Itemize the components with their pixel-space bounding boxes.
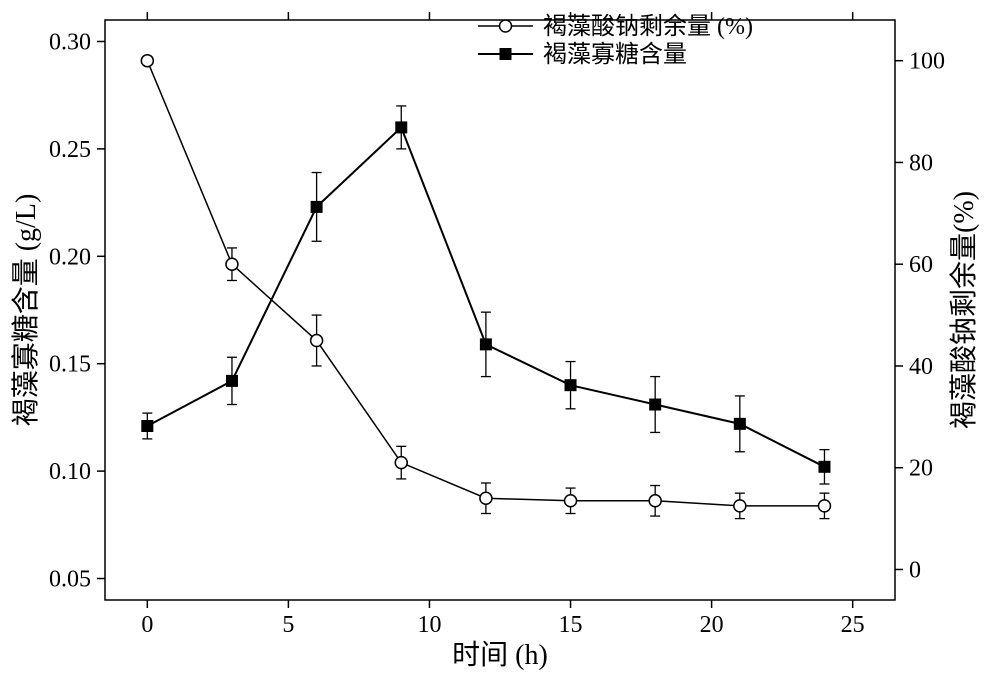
legend-label: 褐藻寡糖含量 xyxy=(543,41,687,68)
x-tick-label: 0 xyxy=(141,612,153,638)
y-right-tick-label: 100 xyxy=(909,49,945,75)
marker-square xyxy=(500,48,512,60)
x-axis-label: 时间 (h) xyxy=(452,639,548,671)
y-right-tick-label: 20 xyxy=(909,456,933,482)
x-tick-label: 15 xyxy=(559,612,583,638)
marker-circle xyxy=(649,495,661,507)
marker-square xyxy=(818,461,830,473)
y-left-tick-label: 0.20 xyxy=(49,244,91,270)
y-left-tick-label: 0.30 xyxy=(49,29,91,55)
y-right-tick-label: 40 xyxy=(909,354,933,380)
marker-square xyxy=(311,201,323,213)
marker-square xyxy=(395,121,407,133)
y-left-axis-label: 褐藻寡糖含量 (g/L) xyxy=(10,194,42,427)
marker-circle xyxy=(818,500,830,512)
series-line-sodium_alginate xyxy=(147,61,824,506)
plot-frame xyxy=(105,20,895,600)
y-right-tick-label: 60 xyxy=(909,252,933,278)
y-right-tick-label: 0 xyxy=(909,557,921,583)
y-left-tick-label: 0.05 xyxy=(49,567,91,593)
marker-circle xyxy=(395,457,407,469)
y-right-axis-label: 褐藻酸钠剩余量(%) xyxy=(948,191,980,429)
marker-square xyxy=(141,420,153,432)
marker-circle xyxy=(226,258,238,270)
marker-square xyxy=(480,338,492,350)
marker-circle xyxy=(500,20,512,32)
chart-container: 0 5 10 15 20 25 时间 (h) 0.05 0.10 0.15 0.20 0.25 0.30… xyxy=(0,0,1000,685)
x-tick-label: 10 xyxy=(417,612,441,638)
marker-square xyxy=(649,399,661,411)
marker-square xyxy=(734,418,746,430)
y-left-tick-label: 0.10 xyxy=(49,459,91,485)
y-right-tick-label: 80 xyxy=(909,150,933,176)
chart-svg: 0 5 10 15 20 25 时间 (h) 0.05 0.10 0.15 0.20 0.25 0.30… xyxy=(0,0,1000,685)
marker-circle xyxy=(734,500,746,512)
series-line-oligosaccharide xyxy=(147,127,824,466)
marker-square xyxy=(565,379,577,391)
marker-circle xyxy=(480,492,492,504)
x-tick-label: 25 xyxy=(841,612,865,638)
marker-circle xyxy=(565,495,577,507)
marker-square xyxy=(226,375,238,387)
y-left-tick-label: 0.15 xyxy=(49,352,91,378)
x-tick-label: 20 xyxy=(700,612,724,638)
y-left-tick-label: 0.25 xyxy=(49,137,91,163)
marker-circle xyxy=(311,335,323,347)
x-tick-label: 5 xyxy=(282,612,294,638)
legend-label: 褐藻酸钠剩余量 (%) xyxy=(543,13,753,40)
marker-circle xyxy=(141,55,153,67)
